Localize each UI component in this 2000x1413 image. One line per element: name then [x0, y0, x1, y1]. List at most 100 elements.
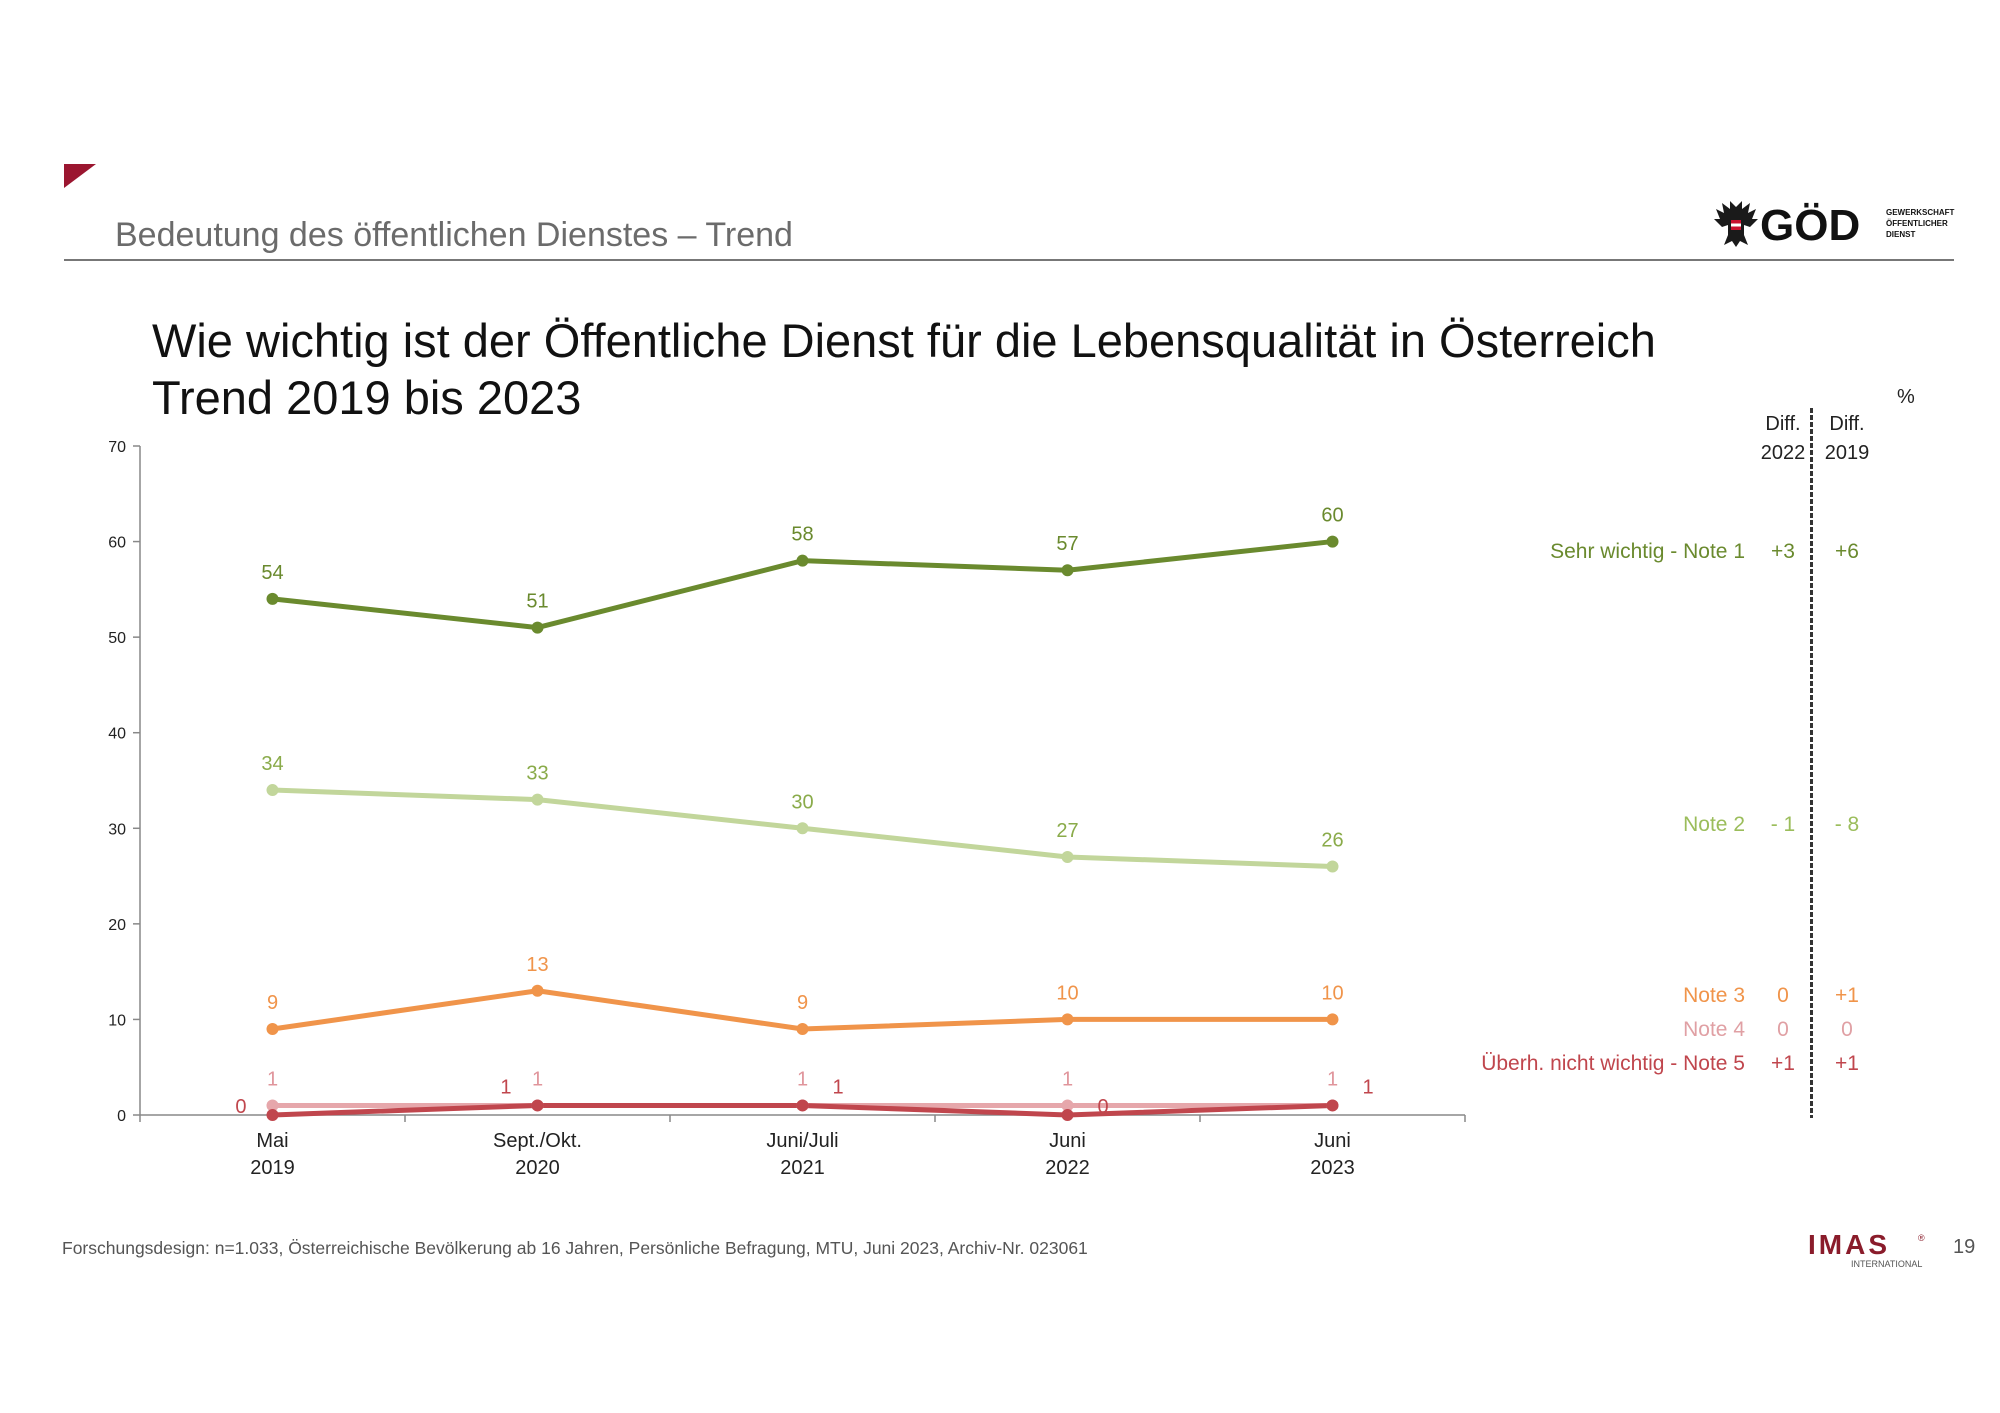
data-label: 60 [1321, 505, 1343, 527]
data-label: 10 [1321, 982, 1343, 1004]
x-tick-label: 2023 [1310, 1157, 1355, 1179]
diff-2019-note-1: +6 [1835, 540, 1859, 563]
diff-2019-header-line2: 2019 [1824, 442, 1870, 464]
legend-row-note-2: Note 2 [1400, 813, 1745, 841]
y-tick-label: 60 [108, 535, 126, 552]
x-tick-label: Juni [1049, 1130, 1086, 1152]
data-label: 1 [833, 1076, 844, 1098]
data-label: 30 [791, 791, 813, 813]
data-label: 33 [526, 763, 548, 785]
y-tick-label: 20 [108, 917, 126, 934]
x-tick-label: Mai [256, 1130, 288, 1152]
y-tick-label: 50 [108, 630, 126, 647]
corner-accent [64, 164, 96, 188]
line-chart: 010203040506070Mai2019Sept./Okt.2020Juni… [108, 439, 1466, 1179]
data-point [531, 984, 544, 997]
diff-2019-note-2: - 8 [1834, 813, 1860, 836]
data-label: 1 [532, 1068, 543, 1090]
legend-row-note-5: Überh. nicht wichtig - Note 5 [1400, 1052, 1745, 1080]
y-tick-label: 30 [108, 821, 126, 838]
data-label: 51 [526, 591, 548, 613]
data-label: 13 [526, 954, 548, 976]
legend-label-note-1: Sehr wichtig - Note 1 [1550, 540, 1745, 563]
y-tick-label: 70 [108, 439, 126, 456]
diff-2022-header: Diff. 2022 [1758, 410, 1808, 468]
diff-2019-note-5: +1 [1835, 1052, 1859, 1075]
diff-2022-note-3: 0 [1777, 984, 1789, 1007]
data-label: 54 [261, 562, 283, 584]
data-point [266, 1099, 279, 1112]
legend-label-note-3: Note 3 [1683, 984, 1745, 1007]
data-point [1061, 1099, 1074, 1112]
data-point [1061, 850, 1074, 863]
data-point [1326, 1099, 1339, 1112]
data-point [796, 1099, 809, 1112]
data-label: 9 [267, 992, 278, 1014]
data-label: 1 [797, 1068, 808, 1090]
footnote: Forschungsdesign: n=1.033, Österreichisc… [62, 1238, 1088, 1258]
y-tick-label: 10 [108, 1012, 126, 1029]
data-label: 1 [1327, 1068, 1338, 1090]
data-label: 9 [797, 992, 808, 1014]
god-logo-text: GÖD [1760, 201, 1860, 250]
data-label: 0 [235, 1096, 246, 1118]
data-point [531, 621, 544, 634]
x-tick-label: 2019 [250, 1157, 295, 1179]
series-line-1 [270, 539, 1335, 631]
imas-logo: IMAS ® INTERNATIONAL [1808, 1230, 1925, 1269]
diff-2022-header-line2: 2022 [1760, 442, 1806, 464]
diff-2022-note-2: - 1 [1770, 813, 1796, 836]
page-number: 19 [1953, 1236, 1976, 1258]
data-point [1326, 535, 1339, 548]
chart-title-line-2: Trend 2019 bis 2023 [152, 371, 582, 424]
x-tick-label: 2022 [1045, 1157, 1090, 1179]
data-label: 1 [267, 1068, 278, 1090]
legend-row-note-1: Sehr wichtig - Note 1 [1400, 540, 1745, 568]
god-logo-subtext-1: GEWERKSCHAFT [1886, 208, 1955, 217]
diff-column-divider [1810, 408, 1813, 1118]
header-divider [64, 259, 1954, 261]
data-label: 58 [791, 524, 813, 546]
data-label: 57 [1056, 533, 1078, 555]
data-label: 1 [1062, 1068, 1073, 1090]
legend-row-note-3: Note 3 [1400, 984, 1745, 1012]
legend-label-note-5: Überh. nicht wichtig - Note 5 [1481, 1052, 1745, 1075]
god-logo-subtext-3: DIENST [1886, 230, 1915, 239]
data-point [266, 592, 279, 605]
diff-2019-note-3: +1 [1835, 984, 1859, 1007]
diff-2019-header-line1: Diff. [1829, 413, 1865, 435]
diff-2022-note-1: +3 [1771, 540, 1795, 563]
legend-label-note-4: Note 4 [1683, 1018, 1745, 1041]
data-point [1061, 1109, 1074, 1121]
x-tick-label: Juni [1314, 1130, 1351, 1152]
god-logo-subtext-2: ÖFFENTLICHER [1886, 219, 1948, 228]
x-tick-label: 2021 [780, 1157, 825, 1179]
data-point [1061, 1013, 1074, 1026]
god-logo: GÖD GEWERKSCHAFT ÖFFENTLICHER DIENST [1714, 201, 1955, 250]
data-point [1326, 860, 1339, 873]
data-label: 1 [500, 1076, 511, 1098]
data-point [796, 822, 809, 835]
data-label: 10 [1056, 982, 1078, 1004]
data-point [796, 554, 809, 567]
chart-title: Wie wichtig ist der Öffentliche Dienst f… [152, 312, 1656, 426]
data-point [266, 1109, 279, 1121]
section-title: Bedeutung des öffentlichen Dienstes – Tr… [115, 216, 793, 254]
chart-title-line-1: Wie wichtig ist der Öffentliche Dienst f… [152, 314, 1656, 367]
data-label: 1 [1363, 1076, 1374, 1098]
data-point [1326, 1013, 1339, 1026]
data-point [1061, 564, 1074, 577]
diff-2022-note-5: +1 [1771, 1052, 1795, 1075]
data-point [796, 1022, 809, 1035]
data-point [266, 784, 279, 797]
diff-2019-note-4: 0 [1841, 1018, 1853, 1041]
data-label: 26 [1321, 830, 1343, 852]
data-label: 27 [1056, 820, 1078, 842]
data-point [266, 1022, 279, 1035]
data-point [531, 1099, 544, 1112]
data-point [531, 793, 544, 806]
legend-row-note-4: Note 4 [1400, 1018, 1745, 1046]
y-tick-label: 0 [117, 1108, 126, 1125]
unit-label: % [1897, 386, 1915, 408]
data-label: 34 [261, 753, 283, 775]
